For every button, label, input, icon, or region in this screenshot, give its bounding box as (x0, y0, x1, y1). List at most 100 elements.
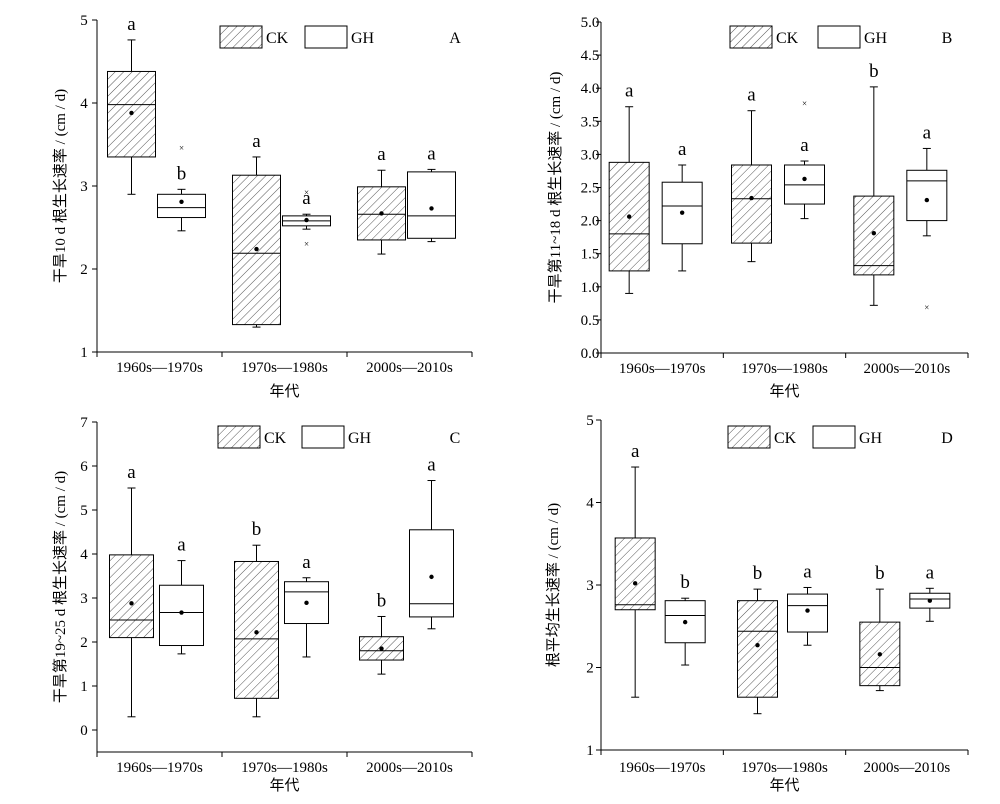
significance-letter: a (800, 135, 809, 156)
legend: CK GH (217, 425, 372, 449)
mean-point (924, 197, 930, 203)
y-tick-label: 2.0 (581, 214, 600, 230)
y-tick-label: 5.0 (581, 15, 600, 31)
significance-letter: a (926, 562, 935, 583)
ck-box: a (232, 131, 281, 328)
panel-letter: C (450, 430, 461, 447)
legend-gh-label: GH (348, 430, 372, 447)
outlier-point: × (924, 302, 929, 312)
significance-letter: a (427, 143, 436, 164)
legend-gh-swatch (301, 425, 345, 449)
iqr-box (159, 584, 204, 647)
ck-box: b (234, 519, 279, 718)
y-tick-label: 3.0 (581, 147, 600, 163)
legend-ck-label: CK (266, 30, 289, 47)
x-axis-title: 年代 (269, 383, 299, 400)
iqr-box (731, 164, 772, 244)
y-tick-label: 1 (80, 679, 88, 695)
legend-gh-swatch (304, 25, 348, 49)
significance-letter: b (875, 563, 885, 584)
x-category-label: 1970s—1980s (741, 760, 828, 776)
y-tick-label: 0.0 (581, 346, 600, 362)
significance-letter: a (252, 131, 261, 152)
ck-box: a (109, 462, 154, 718)
significance-letter: b (753, 563, 763, 584)
y-tick-label: 1 (586, 743, 594, 759)
x-category-label: 1970s—1980s (241, 360, 328, 376)
x-category-label: 1960s—1970s (619, 361, 706, 377)
mean-point (682, 619, 688, 625)
mean-point (749, 195, 754, 201)
outlier-point: × (802, 98, 807, 108)
legend-ck-swatch (729, 25, 773, 49)
gh-box: a (284, 552, 329, 658)
panel-letter: A (449, 30, 461, 47)
panel-d: 1 2 3 4 5 1960s—1970s 1970s—1980s 2000s—2010s 年代… (545, 413, 969, 794)
mean-point (871, 230, 877, 236)
y-tick-label: 2 (80, 262, 88, 278)
mean-point (129, 601, 134, 606)
mean-point (626, 214, 632, 219)
y-tick-label: 2.5 (581, 181, 600, 197)
x-category-label: 1970s—1980s (241, 760, 328, 776)
y-tick-label: 5 (80, 13, 88, 29)
mean-point (304, 600, 309, 606)
y-tick-label: 5 (586, 413, 594, 429)
gh-box: b (664, 572, 706, 666)
iqr-box (787, 593, 828, 633)
panel-c: 0 1 2 3 4 5 6 7 1960s—1970s 1970s—1980s 2000s—2010… (51, 415, 473, 794)
y-tick-label: 1 (80, 345, 88, 361)
legend-ck-label: CK (264, 430, 287, 447)
gh-box: a (909, 562, 951, 622)
significance-letter: a (427, 455, 436, 476)
significance-letter: b (252, 519, 262, 540)
ck-box: a (107, 14, 156, 195)
y-tick-label: 5 (80, 503, 88, 519)
ck-box: b (359, 590, 404, 675)
significance-letter: a (127, 14, 136, 35)
gh-box: a (409, 455, 454, 630)
legend: CK GH (729, 25, 888, 49)
significance-letter: b (177, 163, 187, 184)
mean-point (129, 110, 134, 116)
mean-point (254, 246, 259, 252)
y-tick-label: 2 (80, 635, 88, 651)
x-axis-title: 年代 (769, 383, 799, 400)
legend-ck-label: CK (776, 30, 799, 47)
y-axis-title: 干旱第19~25 d 根生长速率 / (cm / d) (51, 471, 69, 703)
significance-letter: a (678, 139, 687, 160)
x-category-label: 2000s—2010s (366, 360, 453, 376)
significance-letter: a (625, 81, 634, 102)
significance-letter: a (747, 85, 756, 106)
legend-gh-label: GH (351, 30, 375, 47)
x-category-label: 1960s—1970s (116, 360, 203, 376)
x-axis-title: 年代 (269, 777, 299, 794)
iqr-box (853, 195, 895, 276)
legend-ck-label: CK (774, 430, 797, 447)
gh-box: a (661, 139, 703, 272)
outlier-point: × (304, 188, 309, 198)
panel-a: 1 2 3 4 5 1960s—1970s 1970s—1980s 2000s—2010s 年代… (52, 13, 473, 400)
significance-letter: a (177, 535, 186, 556)
y-tick-label: 4 (586, 496, 594, 512)
iqr-box (614, 537, 656, 611)
y-tick-label: 3.5 (581, 114, 600, 130)
iqr-box (109, 554, 154, 639)
y-tick-label: 3 (586, 578, 594, 594)
y-tick-label: 1.0 (581, 280, 600, 296)
legend-gh-swatch (817, 25, 861, 49)
y-tick-label: 4.0 (581, 81, 600, 97)
y-axis-title: 干旱第11~18 d 根生长速率 / (cm / d) (546, 72, 564, 304)
gh-box: a (159, 535, 204, 655)
x-category-label: 2000s—2010s (863, 760, 950, 776)
significance-letter: a (631, 441, 640, 462)
mean-point (254, 630, 259, 635)
significance-letter: b (377, 590, 387, 611)
y-tick-label: 6 (80, 459, 88, 475)
legend-gh-label: GH (859, 430, 883, 447)
y-tick-label: 3 (80, 591, 88, 607)
panel-letter: B (942, 30, 953, 47)
legend-gh-label: GH (864, 30, 888, 47)
x-category-label: 2000s—2010s (366, 760, 453, 776)
ck-box: b (853, 61, 895, 306)
